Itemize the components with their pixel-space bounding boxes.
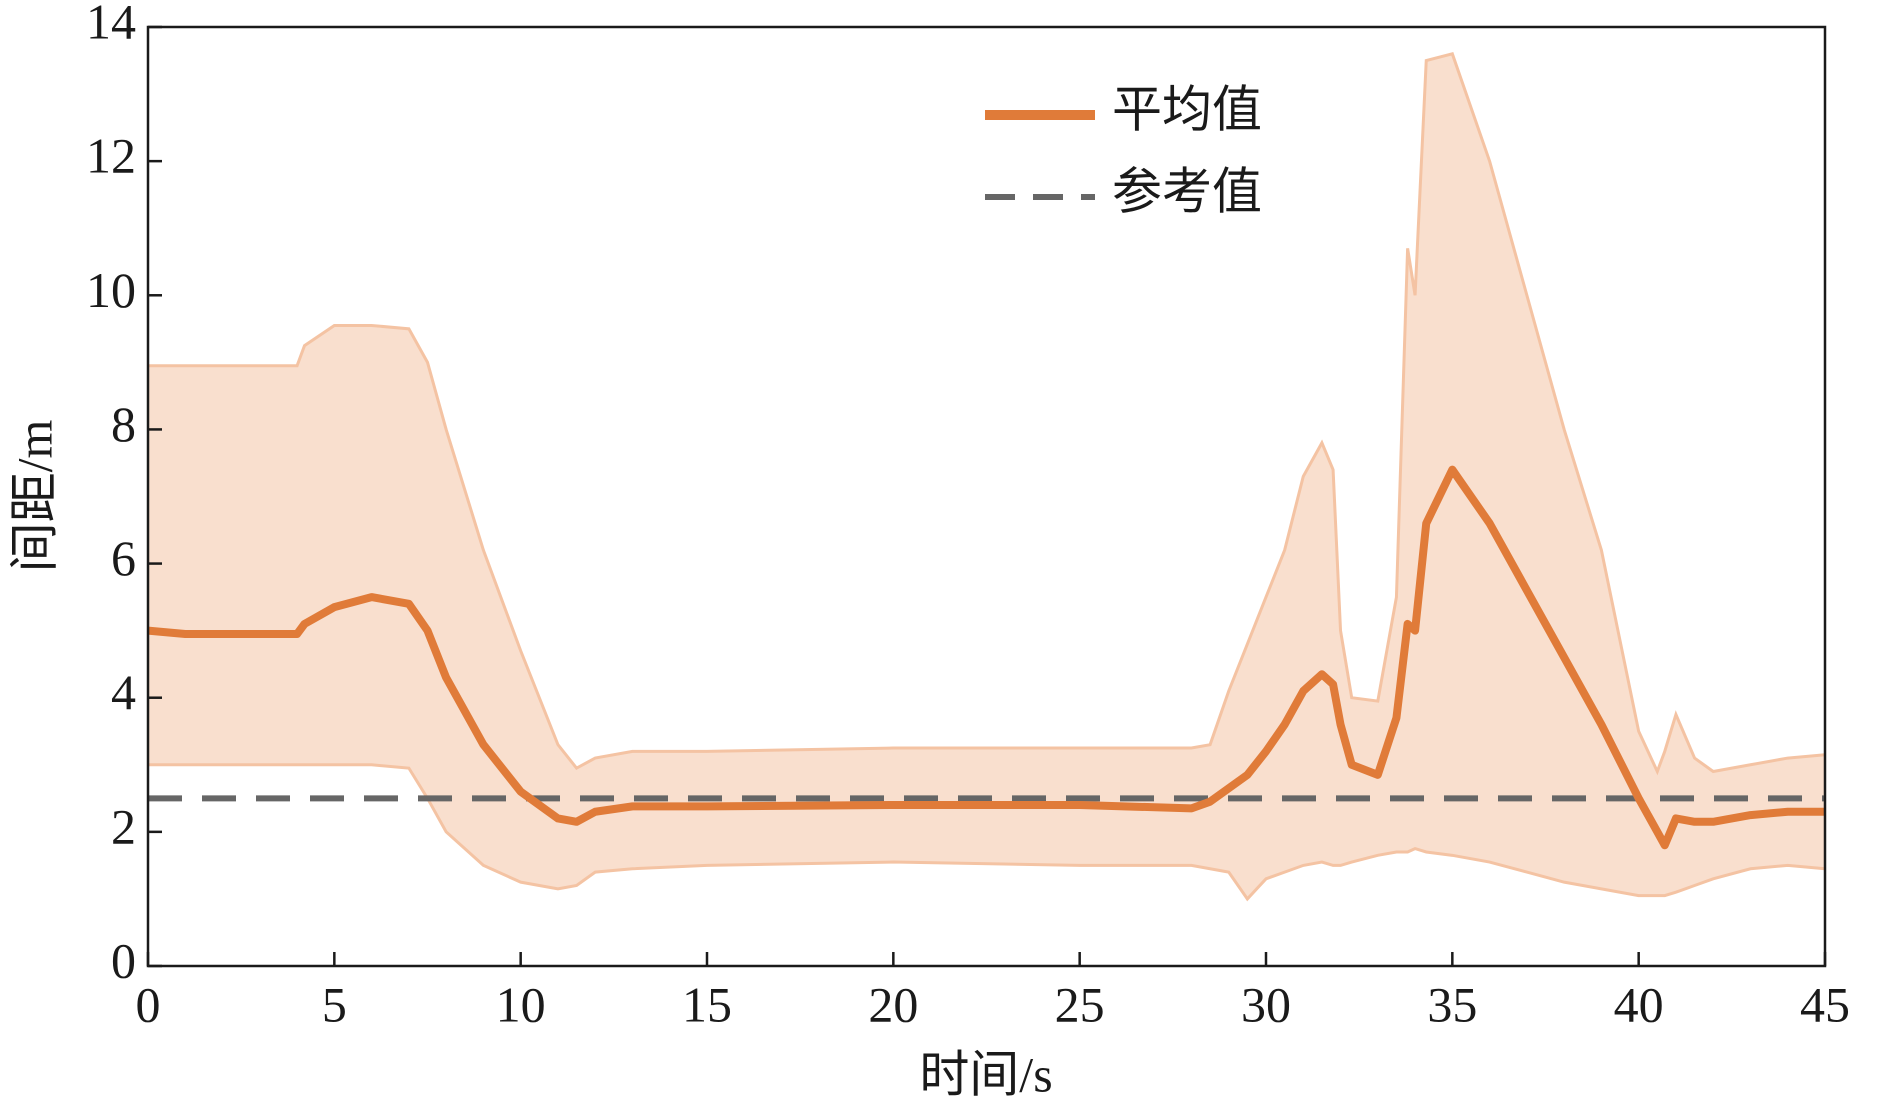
x-tick-label: 0 (136, 976, 161, 1032)
band-lower-edge (148, 763, 1826, 902)
y-tick-label: 12 (86, 128, 136, 184)
y-tick-label: 6 (111, 530, 136, 586)
legend-label: 参考值 (1112, 163, 1262, 219)
y-tick-label: 0 (111, 932, 136, 988)
x-tick-label: 35 (1427, 976, 1477, 1032)
x-tick-label: 30 (1241, 976, 1291, 1032)
y-tick-label: 14 (86, 0, 136, 49)
x-tick-label: 5 (322, 976, 347, 1032)
y-tick-label: 8 (111, 396, 136, 452)
plot-frame (146, 25, 1827, 968)
x-tick-label: 10 (496, 976, 546, 1032)
y-tick-label: 4 (111, 664, 136, 720)
x-tick-label: 45 (1800, 976, 1850, 1032)
band-upper-edge (148, 52, 1826, 776)
x-axis-label: 时间/s (919, 1046, 1052, 1102)
y-axis-label: 间距/m (6, 420, 62, 573)
x-tick-label: 25 (1055, 976, 1105, 1032)
y-tick-label: 10 (86, 262, 136, 318)
legend-label: 平均值 (1112, 81, 1262, 137)
y-tick-label: 2 (111, 798, 136, 854)
mean-line (147, 465, 1825, 850)
x-tick-label: 20 (868, 976, 918, 1032)
band-area (148, 53, 1825, 899)
x-tick-label: 40 (1614, 976, 1664, 1032)
x-tick-label: 15 (682, 976, 732, 1032)
